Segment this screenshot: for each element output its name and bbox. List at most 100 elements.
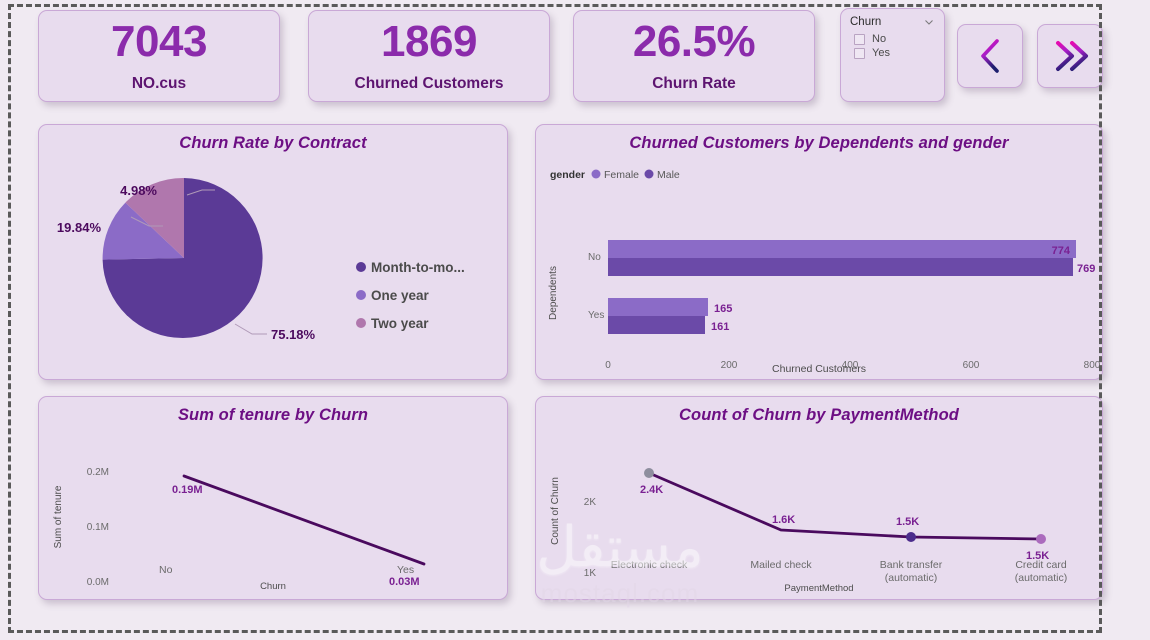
- kpi-value: 7043: [111, 16, 207, 66]
- kpi-value: 1869: [381, 16, 477, 66]
- y-tick-label: 1K: [584, 568, 597, 579]
- pie-label-two-year: 4.98%: [120, 183, 157, 198]
- pie-leader-line: [234, 323, 267, 335]
- x-tick-label: No: [159, 564, 173, 576]
- x-axis-title: Churned Customers: [772, 363, 866, 375]
- line-label-credit-card: 1.5K: [1026, 550, 1049, 562]
- x-tick-line: Mailed check: [750, 559, 812, 571]
- pie-leader-line: [130, 216, 163, 227]
- legend-swatch-icon: [356, 318, 366, 328]
- kpi-value: 26.5%: [632, 16, 756, 66]
- visual-title: Churn Rate by Contract: [179, 134, 367, 152]
- x-axis-title: Churn: [260, 581, 286, 592]
- bar-no-male[interactable]: [608, 258, 1073, 276]
- kpi-card-no-cus[interactable]: 7043 NO.cus: [38, 10, 280, 102]
- legend-title: gender: [550, 169, 585, 181]
- visual-churn-rate-by-contract[interactable]: Churn Rate by Contract 4.98% 19.84% 75.1…: [38, 124, 508, 380]
- line-label-no: 0.19M: [172, 484, 203, 496]
- x-tick-label: 0: [605, 360, 611, 371]
- bar-label-no-female: 774: [1052, 245, 1071, 257]
- legend-swatch-icon: [644, 169, 654, 179]
- slicer-title: Churn: [850, 16, 882, 28]
- y-tick-label: 0.0M: [87, 577, 109, 588]
- trend-line[interactable]: [647, 471, 1043, 541]
- double-chevron-right-icon[interactable]: [1048, 36, 1092, 76]
- x-tick-label: 400: [842, 360, 859, 371]
- y-tick-label: 2K: [584, 497, 597, 508]
- visual-title: Sum of tenure by Churn: [177, 406, 369, 424]
- line-label-yes: 0.03M: [389, 576, 420, 588]
- legend-label-male[interactable]: Male: [657, 169, 680, 181]
- chevron-left-icon[interactable]: [973, 36, 1007, 76]
- bar-chart: gender Female Male Dependents No Yes 774…: [548, 169, 1101, 371]
- bar-yes-male[interactable]: [608, 316, 705, 334]
- x-tick-label-bank-transfer: Bank transfer (automatic): [846, 559, 976, 585]
- data-point-credit-card[interactable]: [1036, 534, 1046, 544]
- line-label-bank-transfer: 1.5K: [896, 516, 919, 528]
- slicer-option-no[interactable]: No: [854, 33, 935, 45]
- y-tick-label: 0.2M: [87, 467, 109, 478]
- slicer-header[interactable]: Churn: [850, 16, 935, 28]
- pie-slice-one-year[interactable]: [102, 202, 184, 260]
- bar-no-female[interactable]: [608, 240, 1076, 258]
- line-label-electronic-check: 2.4K: [640, 484, 663, 496]
- x-tick-label: 800: [1084, 360, 1101, 371]
- nav-back-button[interactable]: [957, 24, 1023, 88]
- bar-yes-female[interactable]: [608, 298, 708, 316]
- pie-leader-line: [186, 189, 215, 196]
- slicer-option-yes[interactable]: Yes: [854, 47, 935, 59]
- data-point-bank-transfer[interactable]: [906, 532, 916, 542]
- y-tick-label: No: [588, 252, 601, 263]
- kpi-label: Churn Rate: [652, 74, 736, 92]
- pie-slice-month-to-month[interactable]: [102, 178, 263, 338]
- visual-title: Count of Churn by PaymentMethod: [679, 406, 959, 424]
- pie-label-month-to-month: 75.18%: [271, 327, 316, 342]
- x-tick-line: (automatic): [1014, 572, 1068, 584]
- trend-line[interactable]: [182, 474, 426, 566]
- y-tick-label: 0.1M: [87, 522, 109, 533]
- checkbox-icon[interactable]: [854, 47, 865, 59]
- x-tick-line: Credit card: [1015, 559, 1067, 571]
- kpi-label: Churned Customers: [354, 74, 504, 92]
- x-tick-label: Yes: [397, 564, 415, 576]
- y-axis-title: Dependents: [548, 266, 559, 320]
- visual-count-of-churn-by-paymentmethod[interactable]: Count of Churn by PaymentMethod Count of…: [535, 396, 1103, 600]
- x-tick-line: (automatic): [884, 572, 938, 584]
- chevron-down-icon[interactable]: [923, 16, 935, 28]
- x-tick-label: 200: [721, 360, 738, 371]
- line-label-mailed-check: 1.6K: [772, 514, 795, 526]
- visual-title: Churned Customers by Dependents and gend…: [629, 134, 1009, 152]
- slicer-option-label: Yes: [872, 47, 890, 59]
- legend-label[interactable]: Two year: [371, 316, 429, 331]
- kpi-card-churn-rate[interactable]: 26.5% Churn Rate: [573, 10, 815, 102]
- pie-slice-two-year[interactable]: [125, 177, 184, 258]
- nav-forward-button[interactable]: [1037, 24, 1103, 88]
- kpi-card-churned-customers[interactable]: 1869 Churned Customers: [308, 10, 550, 102]
- x-tick-label-electronic-check: Electronic check: [584, 559, 714, 572]
- legend-swatch-icon: [356, 290, 366, 300]
- legend-label-female[interactable]: Female: [604, 169, 639, 181]
- legend-label[interactable]: One year: [371, 288, 430, 303]
- y-axis-title: Count of Churn: [550, 477, 561, 545]
- x-tick-label-credit-card: Credit card (automatic): [976, 559, 1102, 585]
- pie-chart: 4.98% 19.84% 75.18% Month-to-mo... One y…: [57, 177, 465, 342]
- pie-label-one-year: 19.84%: [57, 220, 102, 235]
- line-chart: Sum of tenure 0.2M 0.1M 0.0M 0.19M 0.03M: [53, 467, 426, 588]
- legend-swatch-icon: [591, 169, 601, 179]
- y-axis-title: Sum of tenure: [53, 485, 64, 548]
- data-point-electronic-check[interactable]: [644, 468, 654, 478]
- legend-label[interactable]: Month-to-mo...: [371, 260, 465, 275]
- x-tick-label: 600: [963, 360, 980, 371]
- x-axis-title: PaymentMethod: [784, 583, 854, 594]
- slicer-option-label: No: [872, 33, 887, 45]
- bar-label-yes-female: 165: [714, 303, 732, 315]
- line-chart: Count of Churn 2K 1K 2.4K 1.6K 1.5K 1.5K: [550, 468, 1049, 579]
- churn-slicer[interactable]: Churn No Yes: [840, 8, 945, 102]
- visual-churned-customers-by-dependents-and-gender[interactable]: Churned Customers by Dependents and gend…: [535, 124, 1103, 380]
- x-tick-line: Bank transfer: [879, 559, 943, 571]
- legend-swatch-icon: [356, 262, 366, 272]
- visual-sum-of-tenure-by-churn[interactable]: Sum of tenure by Churn Sum of tenure 0.2…: [38, 396, 508, 600]
- kpi-label: NO.cus: [131, 74, 187, 92]
- checkbox-icon[interactable]: [854, 33, 865, 45]
